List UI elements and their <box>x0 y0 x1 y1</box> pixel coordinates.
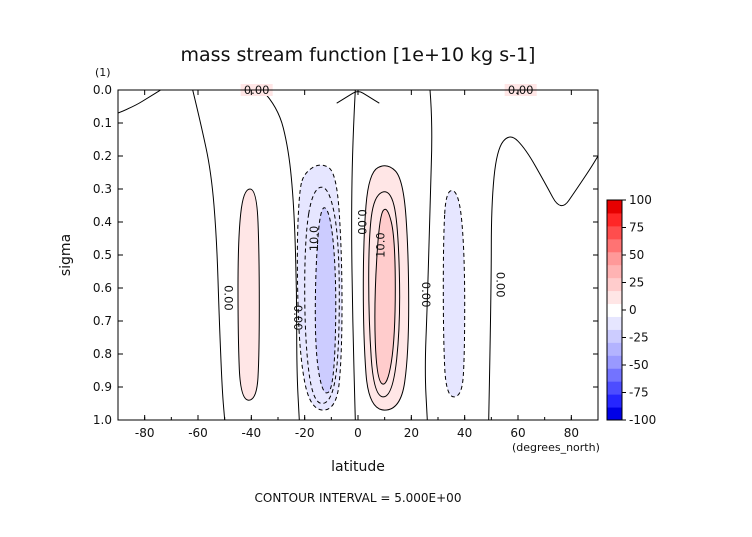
colorbar-tick-label-5: -25 <box>629 331 649 345</box>
x-tick-label-4: 0 <box>354 426 362 440</box>
x-tick-label-5: 20 <box>404 426 419 440</box>
colorbar-swatch-10 <box>607 277 622 292</box>
contour-neg-15 <box>314 207 337 394</box>
zero-contour-equator <box>351 90 356 420</box>
colorbar-tick-label-8: -100 <box>629 413 656 427</box>
contour-label-8: 0.00 <box>494 272 508 298</box>
chart-title: mass stream function [1e+10 kg s-1] <box>181 44 536 66</box>
zero-contour-north-branch <box>488 136 598 420</box>
y-tick-label-2: 0.2 <box>93 149 112 163</box>
pos-shade-left <box>238 189 260 401</box>
colorbar-swatch-0 <box>607 407 622 421</box>
contour-label-5: 0.00 <box>355 209 369 235</box>
colorbar-tick-label-3: 25 <box>629 276 644 290</box>
contour-label-6: 10.0 <box>374 232 388 258</box>
colorbar-swatch-8 <box>607 303 622 317</box>
x-tick-label-3: -20 <box>295 426 315 440</box>
colorbar-swatch-6 <box>607 329 622 343</box>
y-tick-label-7: 0.7 <box>93 314 112 328</box>
contour-label-3: 0.00 <box>291 305 305 331</box>
x-axis-label: latitude <box>331 459 385 475</box>
y-tick-label-6: 0.6 <box>93 281 112 295</box>
colorbar-swatch-4 <box>607 355 622 369</box>
zero-contour-south-hadley <box>261 90 300 420</box>
contour-pos-5 <box>362 165 410 411</box>
contour-neg-right <box>442 190 466 398</box>
y-tick-label-10: 1.0 <box>93 413 112 427</box>
pos-shade-15 <box>374 209 396 385</box>
colorbar: 100 75 50 25 0 -25 -50 -75 -100 <box>606 193 656 427</box>
x-tick-label-1: -60 <box>188 426 208 440</box>
contour-label-2: 0.00 <box>222 285 236 311</box>
zero-contour-south-branch <box>192 90 226 420</box>
contour-pos-left <box>237 188 260 401</box>
colorbar-tick-label-2: 50 <box>629 248 644 262</box>
zero-contour-equator-cap <box>336 91 380 104</box>
y-tick-label-4: 0.4 <box>93 215 112 229</box>
negative-cell-far-south <box>118 90 224 420</box>
x-tick-label-7: 60 <box>510 426 525 440</box>
colorbar-swatch-5 <box>607 342 622 356</box>
colorbar-swatch-12 <box>607 251 622 266</box>
colorbar-swatch-9 <box>607 290 622 305</box>
y-tick-label-5: 0.5 <box>93 248 112 262</box>
contour-pos-15 <box>374 208 396 385</box>
neg-shade-right <box>443 190 465 397</box>
x-tick-label-6: 40 <box>457 426 472 440</box>
colorbar-swatch-1 <box>607 394 622 408</box>
x-tick-label-0: -80 <box>135 426 155 440</box>
colorbar-tick-label-0: 100 <box>629 193 652 207</box>
y-tick-label-8: 0.8 <box>93 347 112 361</box>
x-tick-label-2: -40 <box>242 426 262 440</box>
x-axis-ticks: -80 -60 -40 -20 0 20 40 60 80 <box>117 90 599 440</box>
y-tick-label-9: 0.9 <box>93 380 112 394</box>
y-tick-label-3: 0.3 <box>93 182 112 196</box>
contour-neg-5 <box>296 164 343 411</box>
colorbar-swatch-15 <box>607 212 622 227</box>
colorbar-swatch-14 <box>607 225 622 240</box>
contour-interval-note: CONTOUR INTERVAL = 5.000E+00 <box>255 491 462 505</box>
zero-contour-far-south <box>118 90 161 114</box>
colorbar-swatch-2 <box>607 381 622 395</box>
x-tick-label-8: 80 <box>564 426 579 440</box>
colorbar-swatch-7 <box>607 316 622 330</box>
y-axis-ticks: 0.0 0.1 0.2 0.3 0.4 0.5 0.6 0.7 0.8 0.9 1.0 <box>93 83 598 427</box>
colorbar-swatch-16 <box>607 200 622 214</box>
colorbar-swatch-11 <box>607 264 622 279</box>
negative-cell-north-subtropics <box>425 90 598 420</box>
x-units-label: (degrees_north) <box>512 441 600 454</box>
colorbar-tick-label-7: -75 <box>629 386 649 400</box>
contour-pos-10 <box>368 191 401 398</box>
colorbar-swatch-3 <box>607 368 622 382</box>
zero-contour-north-hadley <box>424 90 433 420</box>
y-tick-label-0: 0.0 <box>93 83 112 97</box>
colorbar-tick-label-1: 75 <box>629 221 644 235</box>
contour-neg-10 <box>304 186 340 405</box>
colorbar-tick-label-4: 0 <box>629 303 637 317</box>
contour-label-4: 10.0 <box>307 226 321 252</box>
y-units-label: (1) <box>95 66 111 79</box>
y-axis-label: sigma <box>58 234 74 276</box>
field-shading <box>118 90 598 420</box>
colorbar-tick-label-6: -50 <box>629 358 649 372</box>
contour-lines <box>118 90 598 420</box>
colorbar-swatch-13 <box>607 238 622 253</box>
contour-label-7: 0.00 <box>419 282 433 308</box>
y-tick-label-1: 0.1 <box>93 116 112 130</box>
neg-shade-15 <box>315 207 336 393</box>
